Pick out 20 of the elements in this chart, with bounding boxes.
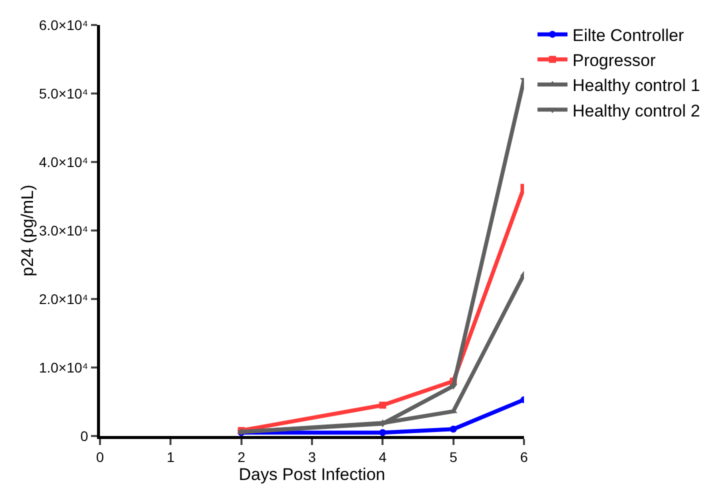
legend-label: Progressor [572,51,656,70]
x-tick-label: 2 [237,448,246,465]
y-tick-label: 5.0×10⁴ [38,85,88,102]
x-tick-label: 1 [166,448,175,465]
y-tick-label: 3.0×10⁴ [38,222,88,238]
y-tick-label: 1.0×10⁴ [38,359,88,376]
y-axis-title: p24 (pg/mL) [18,184,37,276]
y-tick-label: 0 [80,428,88,444]
x-tick-label: 6 [520,448,528,465]
x-axis-title: Days Post Infection [238,464,386,484]
x-tick-label: 0 [96,448,104,465]
legend-label: Healthy control 1 [572,76,700,96]
legend-label: Eilte Controller [572,26,684,45]
y-tick-label: 4.0×10⁴ [38,154,88,170]
y-tick-label: 2.0×10⁴ [38,290,88,307]
x-tick-label: 3 [308,448,316,465]
x-tick-label: 4 [378,448,387,465]
legend-label: Healthy control 2 [572,101,700,120]
y-tick-label: 6.0×10⁴ [38,16,88,33]
x-tick-label: 5 [449,448,458,465]
